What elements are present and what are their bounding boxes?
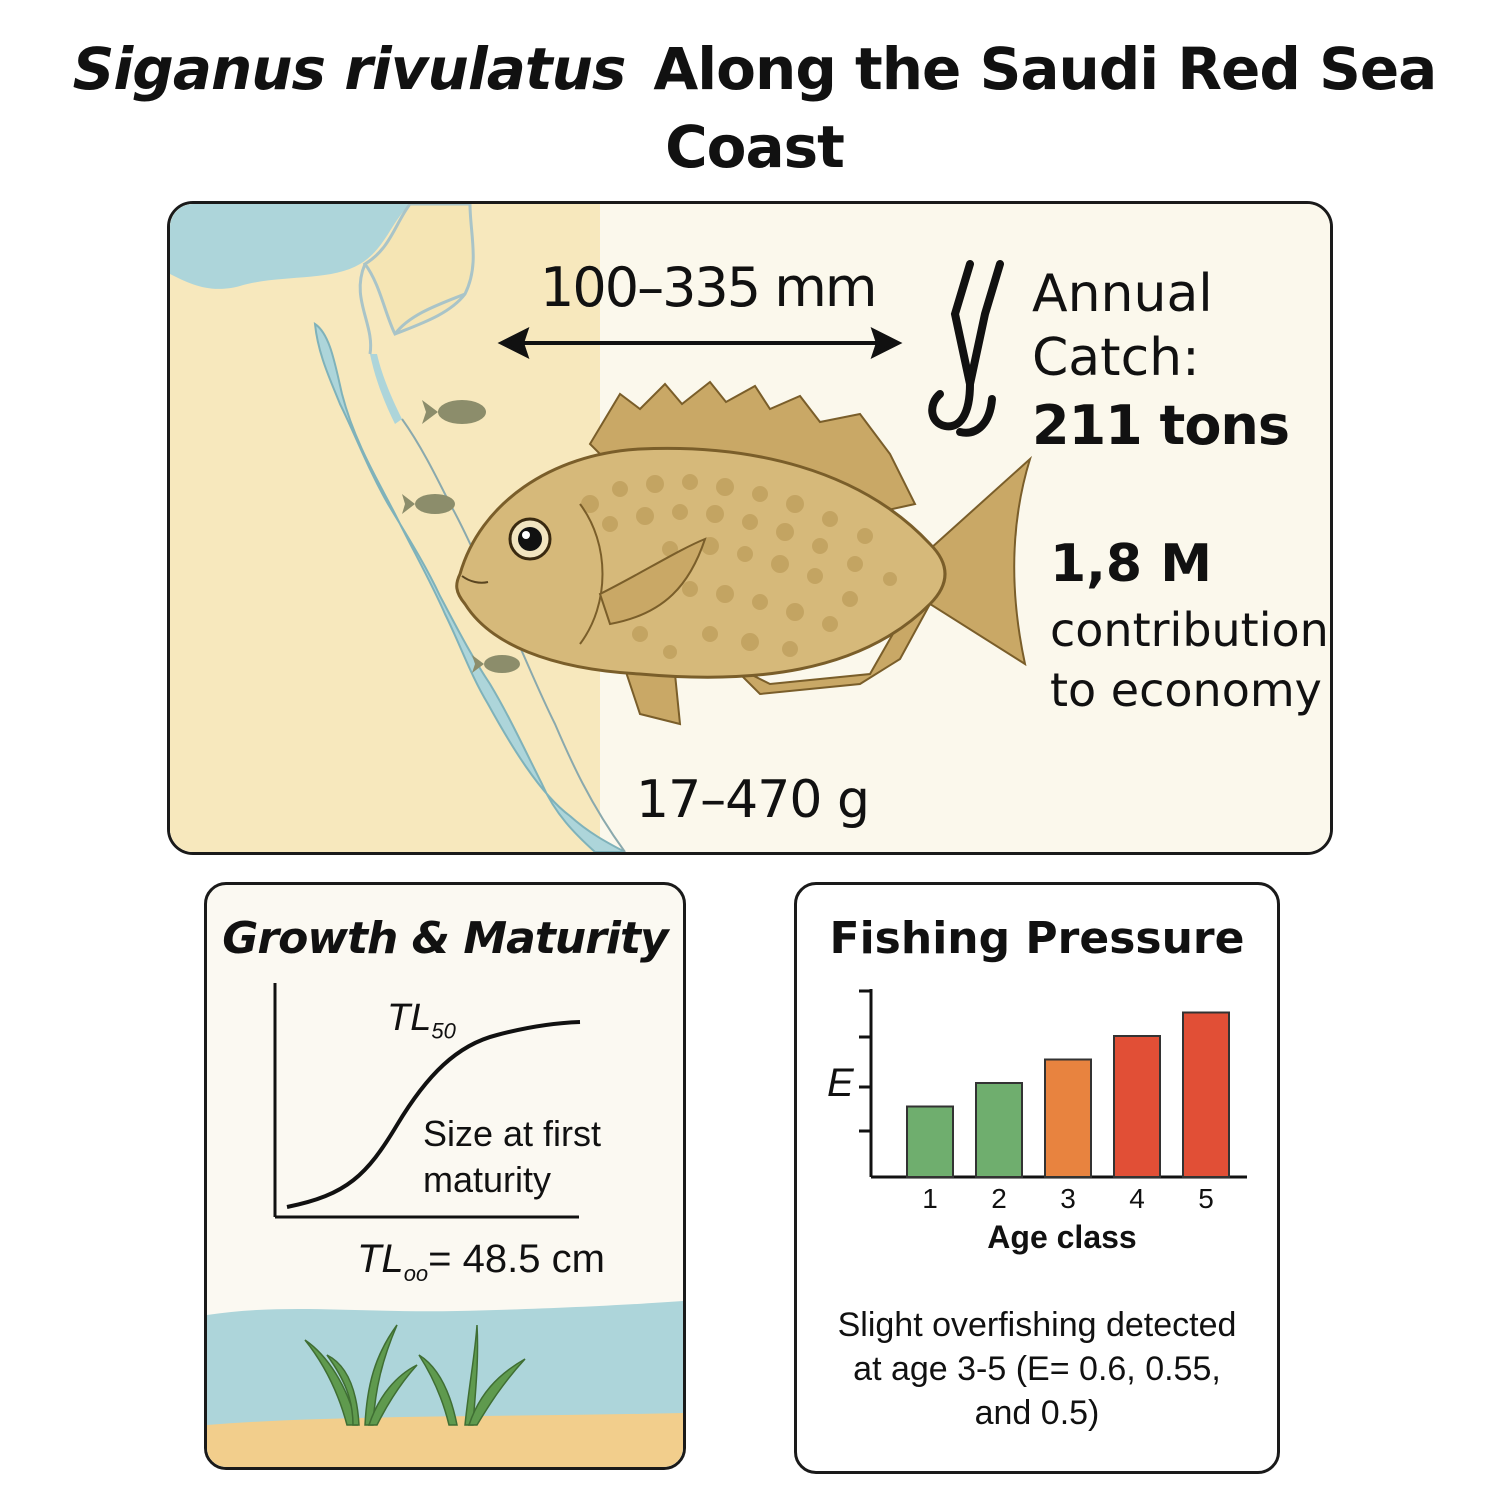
bar-age-4 [1113,1035,1161,1178]
sand [207,1413,683,1467]
growth-card-title: Growth & Maturity [222,913,668,964]
page-title: Siganus rivulatus Along the Saudi Red Sea… [0,30,1509,187]
title-rest: Along the Saudi Red Sea Coast [653,35,1437,182]
x-tick-label: 2 [991,1183,1007,1214]
note-line3: and 0.5) [974,1394,1100,1432]
length-range: 100–335 mm [540,256,878,319]
economy-label-line1: contribution [1050,603,1329,657]
growth-maturity-card: Growth & Maturity TL50 Size at first mat… [204,882,686,1470]
tl50-label: TL50 [387,997,456,1045]
bar-age-2 [975,1082,1023,1178]
tl-infinity-label: TLoo= 48.5 cm [357,1237,605,1287]
annual-catch-value: 211 tons [1032,394,1290,457]
growth-curve-chart [207,983,683,1467]
x-tick-label: 5 [1198,1183,1214,1214]
tlinf-subscript: oo [403,1261,429,1286]
small-fish-icon [402,400,520,673]
economy-value: 1,8 M [1050,534,1212,594]
bar-age-5 [1182,1011,1230,1178]
note-line1: Slight overfishing detected [837,1306,1237,1344]
red-sea-map [170,204,1330,852]
fish-illustration [455,380,1033,726]
tlinf-value: = 48.5 cm [428,1237,605,1281]
maturity-label-line1: Size at first [423,1113,602,1154]
bar-age-1 [906,1105,954,1178]
red-sea [313,321,626,852]
species-name: Siganus rivulatus [72,35,627,103]
tl50-subscript: 50 [431,1018,456,1044]
x-tick-label: 4 [1129,1183,1145,1214]
x-axis-label: Age class [987,1219,1137,1255]
maturity-label: Size at first maturity [423,1111,601,1203]
x-tick-label: 3 [1060,1183,1076,1214]
sea-top [170,204,410,289]
catch-label-line1: Annual [1032,264,1213,324]
x-tick-label: 1 [922,1183,938,1214]
economy-label-line2: to economy [1050,663,1322,717]
pressure-card-title: Fishing Pressure [829,913,1245,964]
fishing-pressure-card: Fishing Pressure E 1 2 3 4 5 Age class Sligh… [794,882,1280,1474]
growth-curve [286,1020,581,1209]
fishing-pressure-bar-chart [859,989,1247,1179]
tl50-symbol: TL [387,997,432,1039]
bar-age-3 [1044,1058,1092,1178]
catch-label-line2: Catch: [1032,328,1200,388]
overfishing-note: Slight overfishing detected at age 3-5 (… [807,1303,1267,1435]
double-arrow-icon [497,327,903,359]
note-line2: at age 3-5 (E= 0.6, 0.55, [853,1350,1221,1388]
y-axis-label: E [827,1061,854,1105]
maturity-label-line2: maturity [423,1159,552,1200]
weight-range: 17–470 g [636,770,870,830]
annual-catch-label: Annual Catch: [1032,262,1213,390]
bars [906,1011,1230,1178]
y-ticks [859,989,871,1133]
fishing-hook-icon [928,260,1004,437]
main-panel: 100–335 mm Annual Catch: 211 tons 1,8 M … [167,201,1333,855]
seagrass-icon [304,1324,526,1426]
economy-label: contribution to economy [1050,600,1329,720]
tlinf-symbol: TL [357,1237,404,1281]
